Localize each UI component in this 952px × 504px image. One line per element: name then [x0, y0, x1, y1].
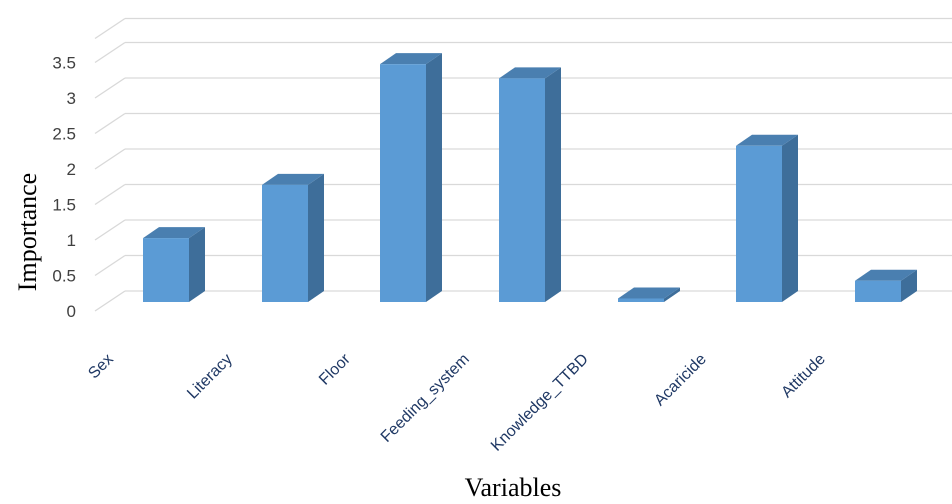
x-tick-label: Knowledge_TTBD: [488, 351, 592, 455]
bar-side: [308, 173, 324, 302]
bar-Attitude: [855, 269, 917, 302]
gridline-side-3: [94, 183, 126, 206]
x-tick-label: Literacy: [184, 351, 236, 403]
y-tick-label: 2: [67, 160, 76, 179]
bar-top: [736, 134, 798, 146]
bar-top: [855, 269, 917, 281]
gridline-side-4: [94, 148, 126, 170]
y-tick-label: 1.5: [52, 196, 76, 215]
bar-top: [262, 173, 324, 185]
bar-side: [901, 269, 917, 302]
x-tick-label: Acaricide: [651, 351, 710, 410]
y-axis-title: Importance: [13, 173, 42, 291]
bar-Sex: [143, 227, 205, 302]
bar-side: [782, 134, 798, 302]
bar-top: [618, 287, 680, 299]
gridline-side-7: [94, 41, 126, 64]
bar-front: [736, 145, 782, 302]
y-axis-ticks: 0 0.5 1 1.5 2 2.5 3 3.5: [52, 54, 76, 322]
bar-side: [189, 227, 205, 302]
bar-front: [380, 64, 426, 303]
x-axis-categories: Sex Literacy Floor Feeding_system Knowledge_…: [85, 350, 829, 454]
gridline-side-5: [94, 112, 126, 135]
bar-Acaricide: [736, 134, 798, 302]
gridline-side-6: [94, 77, 126, 99]
bar-Knowledge_TTBD: [618, 287, 680, 302]
y-tick-label: 0: [67, 302, 76, 321]
x-tick-label: Floor: [316, 350, 354, 388]
bar-front: [855, 280, 901, 302]
y-tick-label: 2.5: [52, 125, 76, 144]
gridline-side-2: [94, 219, 126, 241]
bar-Literacy: [262, 173, 324, 302]
x-tick-label: Feeding_system: [378, 351, 473, 446]
y-tick-label: 3: [67, 89, 76, 108]
bars: [143, 53, 917, 303]
bar-top: [143, 227, 205, 239]
bar-front: [262, 184, 308, 302]
gridline-top-side: [94, 17, 126, 40]
bar-front: [618, 298, 664, 302]
bar-front: [143, 238, 189, 302]
x-tick-label: Attitude: [778, 351, 828, 401]
bar-Floor: [380, 53, 442, 303]
bar-side: [426, 53, 442, 303]
x-tick-label: Sex: [85, 351, 117, 383]
bar-side: [664, 287, 680, 302]
gridline-side-1: [94, 254, 126, 277]
x-axis-title: Variables: [465, 473, 562, 502]
y-tick-label: 0.5: [52, 267, 76, 286]
bar-Feeding_system: [499, 67, 561, 302]
gridline-side-0: [94, 290, 126, 312]
bar-top: [499, 67, 561, 79]
y-tick-label: 3.5: [52, 54, 76, 73]
y-tick-label: 1: [67, 231, 76, 250]
bar-top: [380, 53, 442, 65]
bar-front: [499, 78, 545, 302]
bar-side: [545, 67, 561, 302]
